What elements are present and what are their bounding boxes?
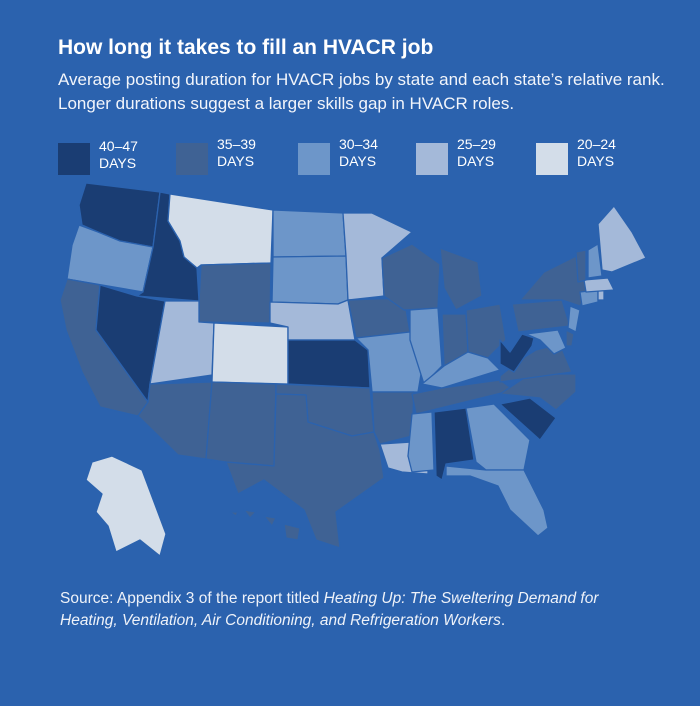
state-ms xyxy=(407,411,435,473)
legend-label: 40–47 DAYS xyxy=(99,138,159,172)
state-tx xyxy=(225,393,385,549)
state-wv xyxy=(499,333,535,373)
legend-label: 35–39 DAYS xyxy=(217,136,277,170)
state-sc xyxy=(499,397,557,441)
state-ar xyxy=(371,391,415,445)
state-nh xyxy=(587,243,603,279)
state-oh xyxy=(465,303,507,359)
legend-label: 20–24 DAYS xyxy=(577,136,637,170)
state-vt xyxy=(575,249,587,283)
legend-range: 20–24 xyxy=(577,136,616,152)
state-ma xyxy=(583,277,615,293)
state-mt xyxy=(167,193,274,269)
legend-unit: DAYS xyxy=(339,153,377,169)
state-md xyxy=(525,329,567,355)
legend-swatch xyxy=(536,143,568,175)
state-de xyxy=(565,329,575,347)
legend-unit: DAYS xyxy=(217,153,255,169)
source-suffix: . xyxy=(500,612,506,629)
legend-unit: DAYS xyxy=(99,155,137,171)
state-wi xyxy=(381,243,441,311)
state-ks xyxy=(287,339,371,389)
state-nm xyxy=(205,381,277,467)
source-report-title: Heating Up: The Sweltering Demand for He… xyxy=(60,590,599,629)
state-fl xyxy=(445,465,549,537)
legend-unit: DAYS xyxy=(577,153,615,169)
state-az xyxy=(137,381,213,460)
state-mi xyxy=(439,247,483,311)
legend-range: 40–47 xyxy=(99,138,138,154)
state-me xyxy=(597,205,647,273)
legend: 40–47 DAYS 35–39 DAYS 30–34 DAYS 25–29 D… xyxy=(58,136,678,178)
state-co xyxy=(211,322,289,385)
source-prefix: Source: Appendix 3 of the report titled xyxy=(60,590,324,607)
state-tn xyxy=(411,379,515,415)
legend-swatch xyxy=(298,143,330,175)
legend-label: 25–29 DAYS xyxy=(457,136,517,170)
state-pa xyxy=(511,299,571,333)
legend-range: 30–34 xyxy=(339,136,378,152)
state-sd xyxy=(271,255,349,305)
source-note: Source: Appendix 3 of the report titled … xyxy=(60,588,660,632)
state-nj xyxy=(567,305,581,333)
legend-range: 25–29 xyxy=(457,136,496,152)
legend-unit: DAYS xyxy=(457,153,495,169)
chart-subtitle: Average posting duration for HVACR jobs … xyxy=(58,70,665,113)
state-nd xyxy=(272,209,347,258)
legend-swatch xyxy=(416,143,448,175)
chart-title: How long it takes to fill an HVACR job xyxy=(58,36,434,59)
state-wy xyxy=(198,262,272,324)
legend-swatch xyxy=(176,143,208,175)
legend-label: 30–34 DAYS xyxy=(339,136,399,170)
state-ak xyxy=(85,455,167,557)
state-hi xyxy=(229,509,301,541)
legend-range: 35–39 xyxy=(217,136,256,152)
legend-swatch xyxy=(58,143,90,175)
